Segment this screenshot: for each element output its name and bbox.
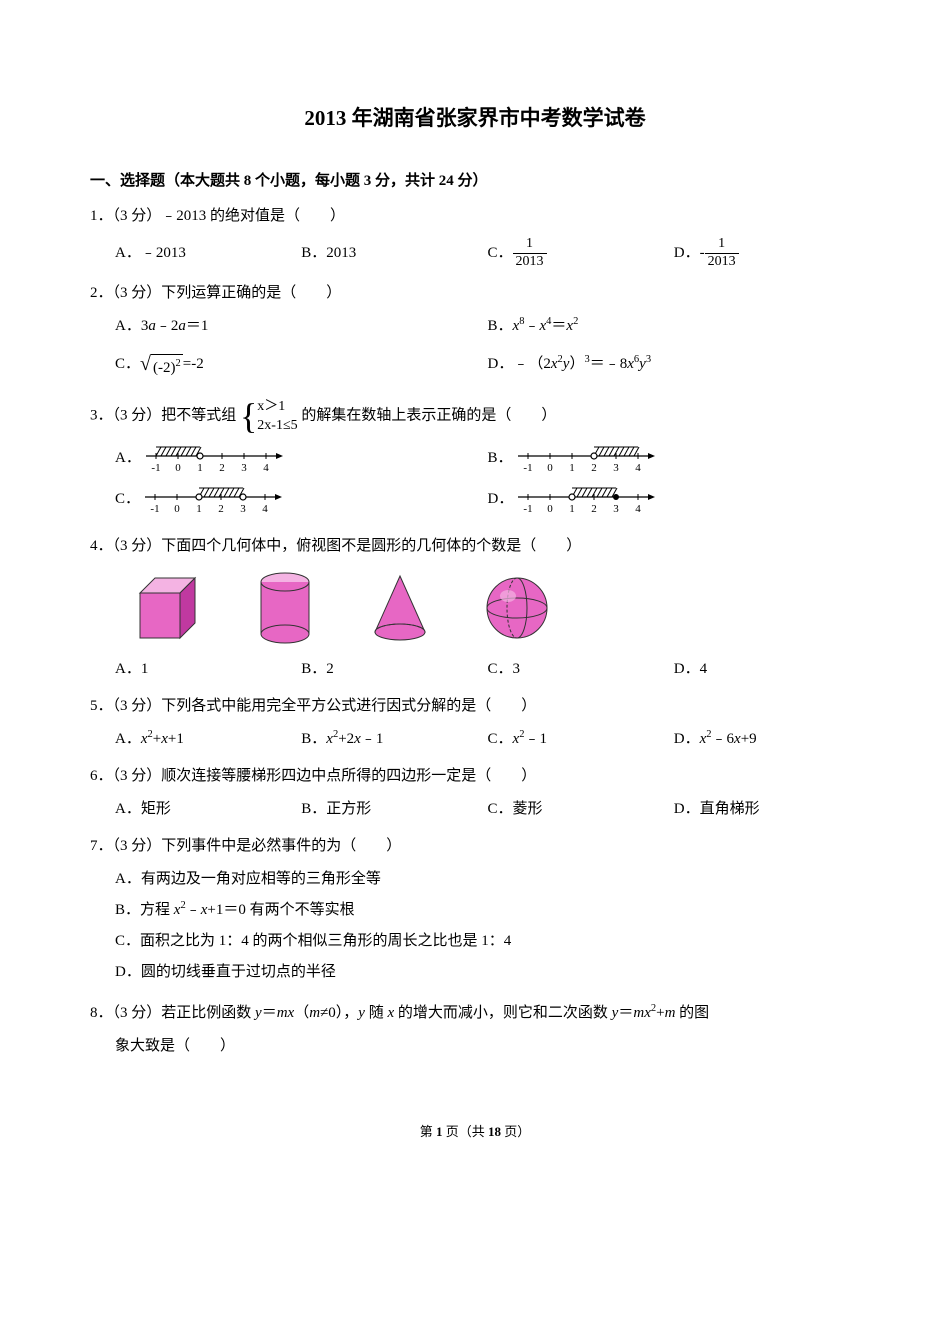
q5-optD: D．x2﹣6x+9 xyxy=(674,726,860,753)
q3-options: A． -101234 B． -101234 C． -101234 D． -101… xyxy=(90,441,860,523)
svg-text:0: 0 xyxy=(174,503,180,515)
svg-text:4: 4 xyxy=(262,503,268,515)
sqrt-icon: √ (-2)2 xyxy=(140,346,183,382)
numberline-d: -1 0 1 2 3 4 xyxy=(513,482,658,517)
q2-text: 2．（3 分）下列运算正确的是（ ） xyxy=(90,280,860,307)
question-8: 8．（3 分）若正比例函数 y＝mx（m≠0），y 随 x 的增大而减小，则它和… xyxy=(90,1000,860,1060)
q1-optC: C． 1 2013 xyxy=(488,236,674,271)
svg-text:0: 0 xyxy=(548,503,554,515)
svg-text:2: 2 xyxy=(218,503,224,515)
q4-optC: C．3 xyxy=(488,656,674,683)
cube-icon xyxy=(125,568,205,648)
q3-text: 3．（3 分）把不等式组 { x＞1 2x-1≤5 的解集在数轴上表示正确的是（… xyxy=(90,398,860,434)
q1-optB: B．2013 xyxy=(301,236,487,271)
q4-optA: A．1 xyxy=(115,656,301,683)
q5-optB: B．x2+2x﹣1 xyxy=(301,726,487,753)
svg-text:-1: -1 xyxy=(524,503,533,515)
q2-optC: C． √ (-2)2 =-2 xyxy=(115,346,488,382)
q7-text: 7．（3 分）下列事件中是必然事件的为（ ） xyxy=(90,833,860,860)
q4-optD: D．4 xyxy=(674,656,860,683)
q4-text: 4．（3 分）下面四个几何体中，俯视图不是圆形的几何体的个数是（ ） xyxy=(90,533,860,560)
svg-text:1: 1 xyxy=(569,462,575,474)
svg-text:4: 4 xyxy=(636,503,642,515)
q8-text2: 象大致是（ ） xyxy=(90,1033,860,1060)
svg-text:3: 3 xyxy=(613,462,619,474)
q7-options: A．有两边及一角对应相等的三角形全等 B．方程 x2﹣x+1＝0 有两个不等实根… xyxy=(90,866,860,990)
q3-optA: A． -101234 xyxy=(115,441,488,476)
cylinder-icon xyxy=(250,568,320,648)
q8-text: 8．（3 分）若正比例函数 y＝mx（m≠0），y 随 x 的增大而减小，则它和… xyxy=(90,1000,860,1027)
svg-text:3: 3 xyxy=(614,503,620,515)
q3-optB: B． -101234 xyxy=(488,441,861,476)
page-footer: 第 1 页（共 18 页） xyxy=(90,1120,860,1143)
q1-optD-frac: 1 2013 xyxy=(705,236,739,271)
q2-optD: D．﹣（2x2y）3＝﹣8x6y3 xyxy=(488,346,861,382)
numberline-c: -1 0 1 2 3 4 xyxy=(140,482,285,517)
q6-optC: C．菱形 xyxy=(488,796,674,823)
svg-text:2: 2 xyxy=(219,462,225,474)
q7-optA: A．有两边及一角对应相等的三角形全等 xyxy=(115,866,860,893)
q5-options: A．x2+x+1 B．x2+2x﹣1 C．x2﹣1 D．x2﹣6x+9 xyxy=(90,726,860,753)
q1-optD: D． - 1 2013 xyxy=(674,236,860,271)
question-2: 2．（3 分）下列运算正确的是（ ） A．3a﹣2a＝1 B．x8﹣x4＝x2 … xyxy=(90,280,860,388)
sphere-icon xyxy=(480,568,555,648)
numberline-a: -1 0 1 2 3 4 xyxy=(141,441,286,476)
svg-text:2: 2 xyxy=(591,462,597,474)
q1-options: A．﹣2013 B．2013 C． 1 2013 D． - 1 2013 xyxy=(90,236,860,271)
question-1: 1．（3 分）﹣2013 的绝对值是（ ） A．﹣2013 B．2013 C． … xyxy=(90,203,860,271)
q3-optD: D． -101234 xyxy=(488,482,861,517)
page-title: 2013 年湖南省张家界市中考数学试卷 xyxy=(90,100,860,138)
question-7: 7．（3 分）下列事件中是必然事件的为（ ） A．有两边及一角对应相等的三角形全… xyxy=(90,833,860,990)
q2-optA: A．3a﹣2a＝1 xyxy=(115,313,488,340)
cone-icon xyxy=(365,568,435,648)
q6-optD: D．直角梯形 xyxy=(674,796,860,823)
question-3: 3．（3 分）把不等式组 { x＞1 2x-1≤5 的解集在数轴上表示正确的是（… xyxy=(90,398,860,522)
q7-optB: B．方程 x2﹣x+1＝0 有两个不等实根 xyxy=(115,897,860,924)
q1-optA: A．﹣2013 xyxy=(115,236,301,271)
brace-icon: { x＞1 2x-1≤5 xyxy=(240,398,298,434)
q4-shapes xyxy=(90,568,860,648)
q4-options: A．1 B．2 C．3 D．4 xyxy=(90,656,860,683)
q7-optC: C．面积之比为 1：4 的两个相似三角形的周长之比也是 1：4 xyxy=(115,928,860,955)
q6-options: A．矩形 B．正方形 C．菱形 D．直角梯形 xyxy=(90,796,860,823)
q6-text: 6．（3 分）顺次连接等腰梯形四边中点所得的四边形一定是（ ） xyxy=(90,763,860,790)
q1-text: 1．（3 分）﹣2013 的绝对值是（ ） xyxy=(90,203,860,230)
question-4: 4．（3 分）下面四个几何体中，俯视图不是圆形的几何体的个数是（ ） A．1 B… xyxy=(90,533,860,683)
numberline-b: -1 0 1 2 3 4 xyxy=(513,441,658,476)
svg-text:1: 1 xyxy=(570,503,576,515)
q5-optA: A．x2+x+1 xyxy=(115,726,301,753)
q7-optD: D．圆的切线垂直于过切点的半径 xyxy=(115,959,860,986)
svg-text:-1: -1 xyxy=(150,503,159,515)
svg-text:2: 2 xyxy=(592,503,598,515)
svg-text:1: 1 xyxy=(197,462,203,474)
svg-text:0: 0 xyxy=(175,462,181,474)
svg-text:-1: -1 xyxy=(151,462,160,474)
q4-optB: B．2 xyxy=(301,656,487,683)
svg-text:1: 1 xyxy=(196,503,202,515)
q5-text: 5．（3 分）下列各式中能用完全平方公式进行因式分解的是（ ） xyxy=(90,693,860,720)
question-5: 5．（3 分）下列各式中能用完全平方公式进行因式分解的是（ ） A．x2+x+1… xyxy=(90,693,860,753)
section-header: 一、选择题（本大题共 8 个小题，每小题 3 分，共计 24 分） xyxy=(90,168,860,195)
q6-optA: A．矩形 xyxy=(115,796,301,823)
q2-optB: B．x8﹣x4＝x2 xyxy=(488,313,861,340)
q5-optC: C．x2﹣1 xyxy=(488,726,674,753)
svg-text:-1: -1 xyxy=(523,462,532,474)
svg-text:3: 3 xyxy=(241,462,247,474)
svg-text:3: 3 xyxy=(240,503,246,515)
svg-text:4: 4 xyxy=(635,462,641,474)
svg-text:0: 0 xyxy=(547,462,553,474)
svg-text:4: 4 xyxy=(263,462,269,474)
q3-optC: C． -101234 xyxy=(115,482,488,517)
question-6: 6．（3 分）顺次连接等腰梯形四边中点所得的四边形一定是（ ） A．矩形 B．正… xyxy=(90,763,860,823)
q2-options: A．3a﹣2a＝1 B．x8﹣x4＝x2 C． √ (-2)2 =-2 D．﹣（… xyxy=(90,313,860,388)
q6-optB: B．正方形 xyxy=(301,796,487,823)
q1-optC-frac: 1 2013 xyxy=(513,236,547,271)
